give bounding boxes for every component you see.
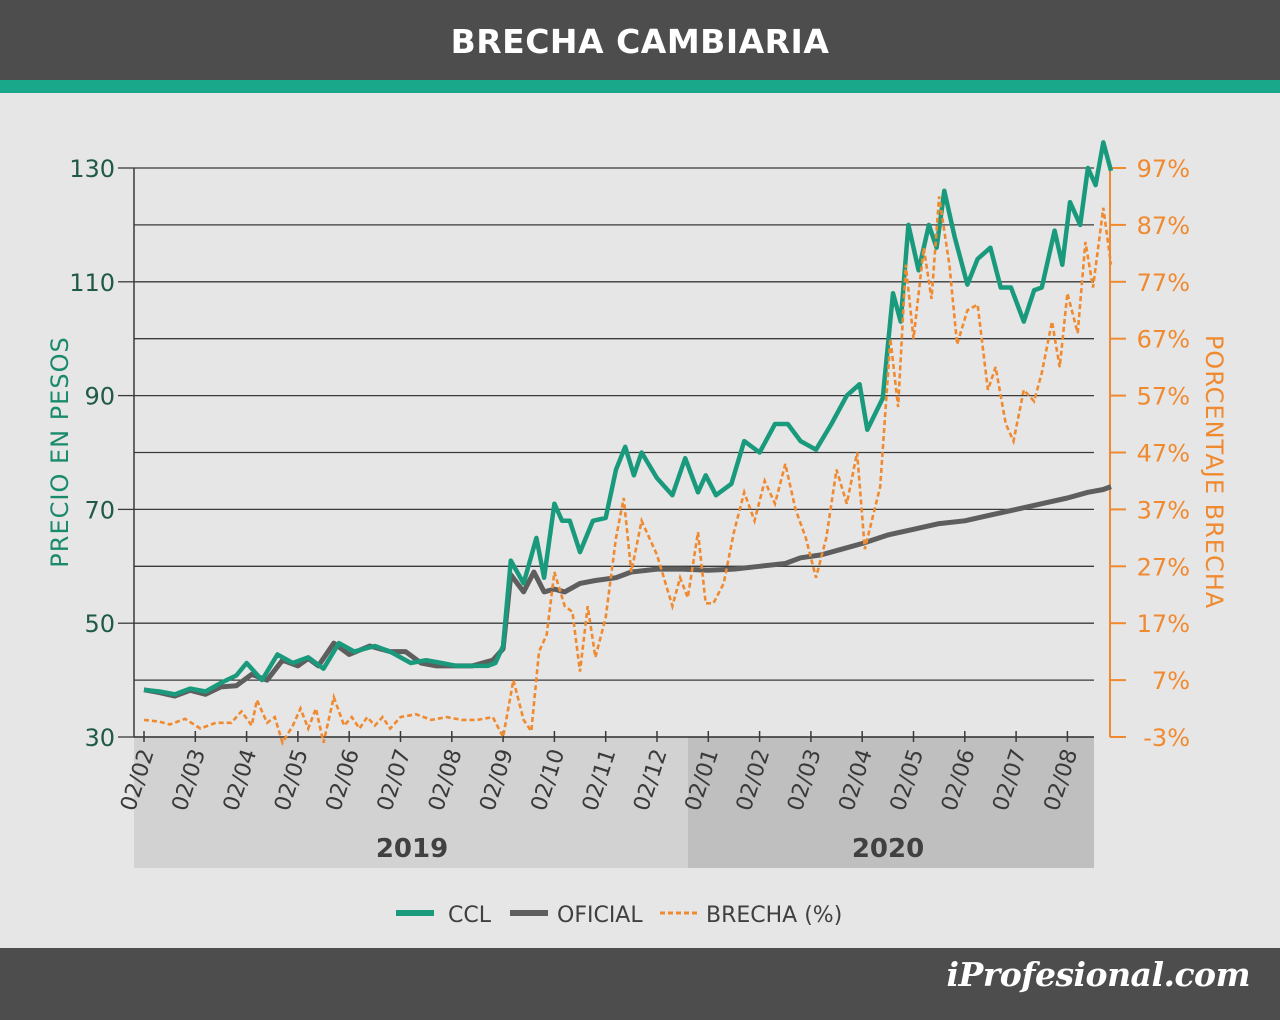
legend-oficial-label: OFICIAL — [557, 903, 643, 928]
y2-tick-label: 37% — [1137, 496, 1190, 524]
y-tick-label: 110 — [69, 269, 115, 297]
y2-tick-label: 77% — [1137, 269, 1190, 297]
y2-tick-label: 17% — [1137, 610, 1190, 638]
year-band-2020 — [688, 737, 1094, 868]
legend-brecha-label: BRECHA (%) — [706, 903, 842, 928]
y2-tick-label: 67% — [1137, 326, 1190, 354]
legend-ccl-label: CCL — [448, 903, 492, 928]
y-tick-label: 30 — [84, 724, 115, 752]
year-band-2019 — [134, 737, 688, 868]
series-brecha-line — [143, 196, 1113, 746]
y-axis-left-title: PRECIO EN PESOS — [46, 336, 74, 567]
y2-tick-label: -3% — [1143, 724, 1190, 752]
chart-title: BRECHA CAMBIARIA — [450, 22, 830, 61]
grid-lines — [133, 167, 1111, 738]
series-oficial-line — [143, 484, 1112, 699]
brand-logo: iProfesional.com — [946, 955, 1251, 994]
y2-tick-label: 47% — [1137, 440, 1190, 468]
y2-tick-label: 87% — [1137, 212, 1190, 240]
year-label-2020: 2020 — [852, 834, 924, 864]
footer-bar — [0, 948, 1280, 1020]
y2-tick-label: 27% — [1137, 553, 1190, 581]
y-axis-right-title: PORCENTAJE BRECHA — [1200, 335, 1228, 609]
y-axis-left: 130 110 90 70 50 30 — [69, 155, 134, 752]
y-tick-label: 70 — [84, 496, 115, 524]
y2-tick-label: 97% — [1137, 155, 1190, 183]
series-ccl-line — [143, 140, 1114, 697]
year-label-2019: 2019 — [376, 834, 448, 864]
y-tick-label: 90 — [84, 383, 115, 411]
chart: 2019 2020 02/02 02/03 02/04 02/05 02/06 02/07… — [46, 140, 1228, 928]
header-bar — [0, 0, 1280, 80]
accent-stripe — [0, 80, 1280, 93]
legend: CCL OFICIAL BRECHA (%) — [396, 903, 842, 928]
y-axis-right: 97% 87% 77% 67% 57% 47% 37% 27% 17% 7% -3% — [1110, 155, 1190, 752]
y-tick-label: 50 — [84, 610, 115, 638]
y2-tick-label: 7% — [1152, 667, 1190, 695]
y-tick-label: 130 — [69, 155, 115, 183]
y2-tick-label: 57% — [1137, 383, 1190, 411]
